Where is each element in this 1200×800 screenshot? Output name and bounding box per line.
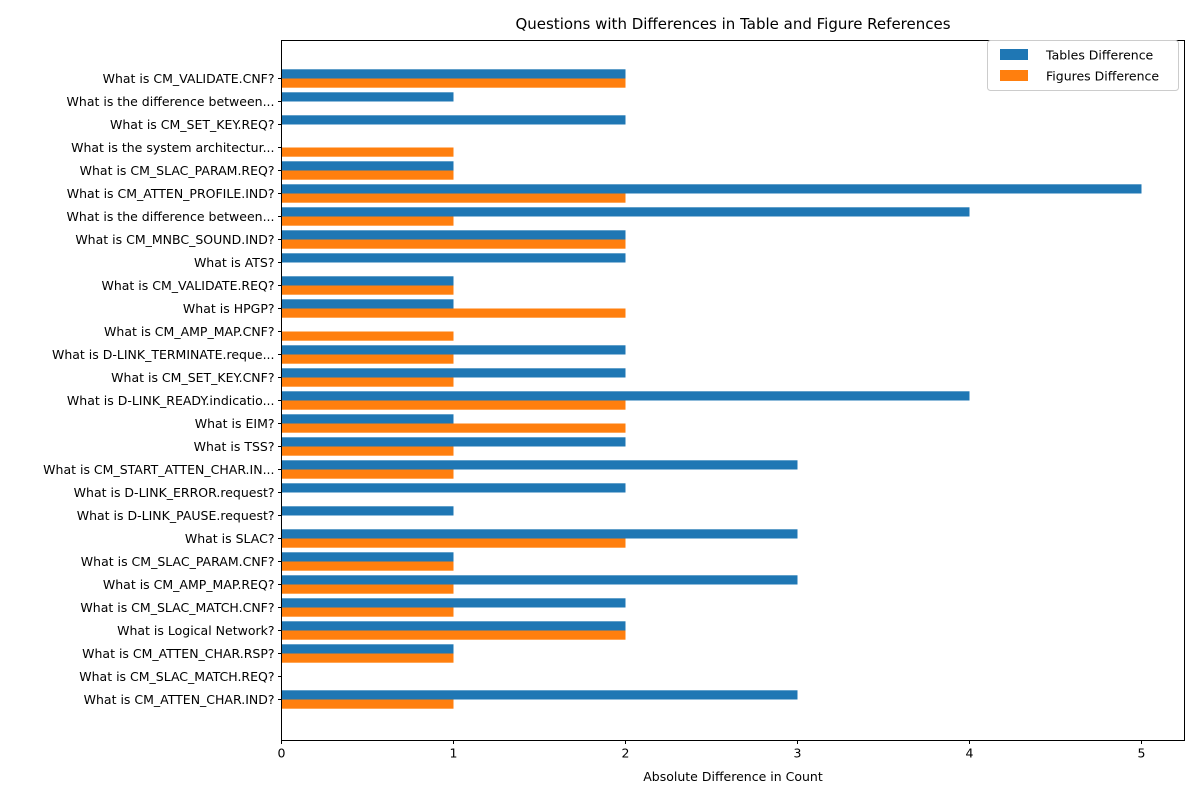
legend-label-tables: Tables Difference bbox=[1045, 48, 1154, 63]
y-tick-label: What is CM_VALIDATE.CNF? bbox=[103, 71, 275, 86]
bar-figures-13 bbox=[281, 377, 454, 387]
y-tick-label: What is CM_MNBC_SOUND.IND? bbox=[75, 232, 274, 247]
bar-figures-17 bbox=[281, 469, 454, 479]
bar-tables-19 bbox=[281, 506, 454, 516]
y-tick-label: What is D-LINK_READY.indicatio... bbox=[67, 393, 275, 408]
x-tick-label: 3 bbox=[794, 746, 802, 761]
y-tick-label: What is CM_START_ATTEN_CHAR.IN... bbox=[43, 462, 274, 477]
x-axis-label: Absolute Difference in Count bbox=[643, 769, 823, 784]
bar-tables-21 bbox=[281, 552, 454, 562]
y-tick-label: What is CM_SET_KEY.REQ? bbox=[110, 117, 274, 132]
bar-tables-7 bbox=[281, 230, 626, 240]
y-tick-label: What is TSS? bbox=[194, 439, 275, 454]
y-tick-label: What is D-LINK_ERROR.request? bbox=[74, 485, 275, 500]
y-tick-label: What is CM_ATTEN_CHAR.RSP? bbox=[82, 646, 274, 661]
y-tick-label: What is CM_SLAC_MATCH.CNF? bbox=[80, 600, 274, 615]
bar-tables-25 bbox=[281, 644, 454, 654]
legend-frame bbox=[987, 40, 1179, 91]
bar-figures-3 bbox=[281, 147, 454, 157]
bar-tables-8 bbox=[281, 253, 626, 263]
y-tick-label: What is CM_VALIDATE.REQ? bbox=[101, 278, 274, 293]
bar-figures-9 bbox=[281, 285, 454, 295]
y-tick-label: What is the difference between... bbox=[67, 209, 275, 224]
bar-tables-27 bbox=[281, 690, 798, 700]
bar-tables-14 bbox=[281, 391, 970, 401]
legend-swatch-figures bbox=[1000, 70, 1028, 81]
bar-figures-11 bbox=[281, 331, 454, 341]
bar-figures-12 bbox=[281, 354, 454, 364]
y-tick-label: What is EIM? bbox=[195, 416, 275, 431]
bar-figures-23 bbox=[281, 607, 454, 617]
chart-title: Questions with Differences in Table and … bbox=[515, 15, 950, 33]
bar-tables-22 bbox=[281, 575, 798, 585]
bar-tables-5 bbox=[281, 184, 1142, 194]
bars-layer bbox=[281, 69, 1142, 709]
bar-tables-9 bbox=[281, 276, 454, 286]
y-tick-label: What is CM_AMP_MAP.REQ? bbox=[103, 577, 275, 592]
y-tick-label: What is D-LINK_PAUSE.request? bbox=[77, 508, 275, 523]
x-tick-label: 2 bbox=[622, 746, 630, 761]
bar-figures-16 bbox=[281, 446, 454, 456]
bar-figures-10 bbox=[281, 308, 626, 318]
y-tick-label: What is SLAC? bbox=[185, 531, 275, 546]
y-tick-label: What is Logical Network? bbox=[117, 623, 274, 638]
bar-figures-4 bbox=[281, 170, 454, 180]
y-tick-label: What is the system architectur... bbox=[71, 140, 274, 155]
y-tick-label: What is D-LINK_TERMINATE.reque... bbox=[52, 347, 275, 362]
bar-figures-24 bbox=[281, 630, 626, 640]
y-tick-label: What is CM_AMP_MAP.CNF? bbox=[104, 324, 274, 339]
bar-tables-10 bbox=[281, 299, 454, 309]
bar-figures-14 bbox=[281, 400, 626, 410]
bar-tables-12 bbox=[281, 345, 626, 355]
y-tick-label: What is CM_SET_KEY.CNF? bbox=[111, 370, 274, 385]
bar-figures-21 bbox=[281, 561, 454, 571]
bar-tables-17 bbox=[281, 460, 798, 470]
y-tick-label: What is CM_SLAC_PARAM.CNF? bbox=[81, 554, 275, 569]
bar-figures-25 bbox=[281, 653, 454, 663]
bar-tables-2 bbox=[281, 115, 626, 125]
y-tick-label: What is CM_ATTEN_PROFILE.IND? bbox=[67, 186, 275, 201]
x-tick-label: 4 bbox=[966, 746, 974, 761]
bar-tables-0 bbox=[281, 69, 626, 79]
bar-tables-4 bbox=[281, 161, 454, 171]
x-tick-label: 0 bbox=[278, 746, 286, 761]
bar-figures-22 bbox=[281, 584, 454, 594]
legend-label-figures: Figures Difference bbox=[1046, 69, 1159, 84]
bar-tables-16 bbox=[281, 437, 626, 447]
x-axis-ticks: 0 1 2 3 4 5 bbox=[278, 740, 1146, 761]
y-axis-ticks: What is CM_VALIDATE.CNF? What is the diff… bbox=[43, 71, 282, 707]
legend: Tables Difference Figures Difference bbox=[987, 40, 1179, 91]
bar-tables-15 bbox=[281, 414, 454, 424]
bar-figures-15 bbox=[281, 423, 626, 433]
bar-figures-0 bbox=[281, 78, 626, 88]
y-tick-label: What is HPGP? bbox=[183, 301, 275, 316]
bar-figures-6 bbox=[281, 216, 454, 226]
x-tick-label: 1 bbox=[450, 746, 458, 761]
bar-tables-23 bbox=[281, 598, 626, 608]
x-tick-label: 5 bbox=[1138, 746, 1146, 761]
bar-tables-1 bbox=[281, 92, 454, 102]
y-tick-label: What is the difference between... bbox=[67, 94, 275, 109]
legend-swatch-tables bbox=[1000, 49, 1028, 60]
bar-figures-27 bbox=[281, 699, 454, 709]
y-tick-label: What is CM_ATTEN_CHAR.IND? bbox=[84, 692, 275, 707]
bar-figures-7 bbox=[281, 239, 626, 249]
bar-tables-24 bbox=[281, 621, 626, 631]
y-tick-label: What is ATS? bbox=[194, 255, 275, 270]
bar-tables-6 bbox=[281, 207, 970, 217]
bar-tables-13 bbox=[281, 368, 626, 378]
bar-tables-20 bbox=[281, 529, 798, 539]
y-tick-label: What is CM_SLAC_PARAM.REQ? bbox=[80, 163, 275, 178]
bar-tables-18 bbox=[281, 483, 626, 493]
bar-figures-20 bbox=[281, 538, 626, 548]
y-tick-label: What is CM_SLAC_MATCH.REQ? bbox=[79, 669, 274, 684]
bar-figures-5 bbox=[281, 193, 626, 203]
plot-frame bbox=[281, 40, 1185, 741]
